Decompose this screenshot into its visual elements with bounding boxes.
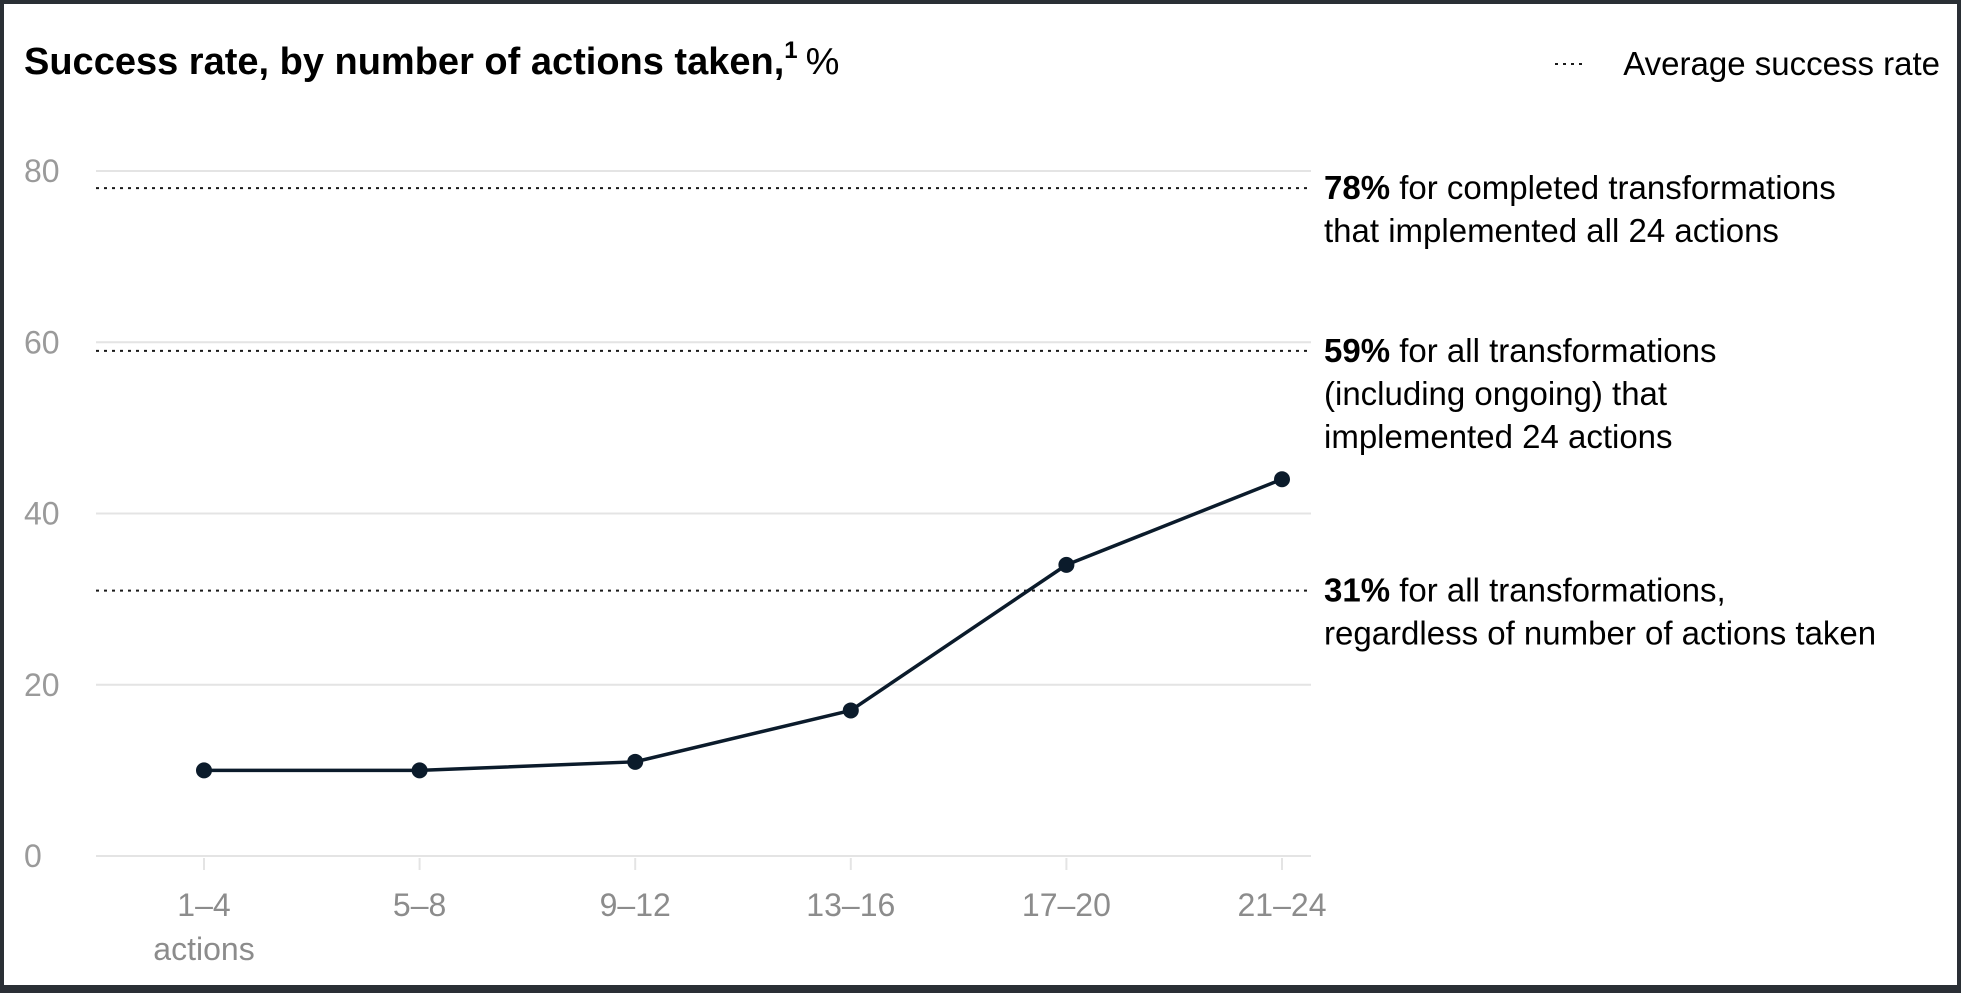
chart-title: Success rate, by number of actions taken…: [24, 37, 839, 83]
annotation-text: for completed transformations: [1390, 169, 1836, 206]
annotation-text: for all transformations: [1390, 332, 1716, 369]
legend-label: Average success rate: [1623, 45, 1940, 82]
average-reference-lines: 78% for completed transformations that im…: [96, 169, 1876, 652]
line-chart: Success rate, by number of actions taken…: [24, 37, 1940, 967]
data-point-9–12: [627, 753, 644, 770]
annotation-value: 31%: [1324, 572, 1390, 609]
annotation-line: 31% for all transformations,: [1324, 572, 1726, 609]
y-tick-label: 40: [24, 496, 60, 532]
legend: Average success rate: [1555, 45, 1940, 82]
x-tick-sublabel: actions: [153, 931, 254, 967]
y-tick-label: 20: [24, 667, 60, 703]
svg-text:Success rate, by number of act: Success rate, by number of actions taken…: [24, 37, 839, 83]
x-tick-label: 17–20: [1022, 887, 1111, 923]
title-footnote-marker: 1: [784, 37, 797, 64]
x-tick-label: 1–4: [177, 887, 230, 923]
y-tick-label: 60: [24, 324, 60, 360]
x-tick-label: 13–16: [806, 887, 895, 923]
x-tick-label: 21–24: [1238, 887, 1327, 923]
annotation-line: 78% for completed transformations: [1324, 169, 1836, 206]
annotation-line: (including ongoing) that: [1324, 375, 1667, 412]
x-tick-label: 5–8: [393, 887, 446, 923]
annotation-text: that implemented all 24 actions: [1324, 212, 1779, 249]
reference-annotation-31: 31% for all transformations, regardless o…: [1324, 572, 1876, 652]
annotation-line: 59% for all transformations: [1324, 332, 1717, 369]
y-axis-ticks: 0 20 40 60 80: [24, 153, 60, 874]
series-line: [204, 477, 1283, 773]
annotation-line: that implemented all 24 actions: [1324, 212, 1779, 249]
y-tick-label: 0: [24, 838, 42, 874]
chart-title-text: Success rate, by number of actions taken…: [24, 41, 784, 83]
x-tick-label: 9–12: [600, 887, 671, 923]
data-point-1–4: [196, 762, 212, 779]
data-point-21–24: [1274, 471, 1290, 488]
data-point-5–8: [411, 762, 428, 779]
reference-annotation-59: 59% for all transformations (including on…: [1324, 332, 1717, 455]
annotation-text: regardless of number of actions taken: [1324, 615, 1876, 652]
series-success-rate: [196, 471, 1290, 779]
data-point-13–16: [842, 702, 859, 719]
reference-annotation-78: 78% for completed transformations that im…: [1324, 169, 1836, 249]
annotation-value: 59%: [1324, 332, 1390, 369]
title-unit: %: [806, 41, 840, 83]
annotation-line: implemented 24 actions: [1324, 418, 1673, 455]
annotation-line: regardless of number of actions taken: [1324, 615, 1876, 652]
annotation-text: implemented 24 actions: [1324, 418, 1673, 455]
gridlines: [96, 170, 1311, 857]
annotation-value: 78%: [1324, 169, 1390, 206]
x-axis-ticks: 1–4 5–8 9–12 13–16 17–20 21–24 actions: [153, 858, 1326, 967]
annotation-text: (including ongoing) that: [1324, 375, 1667, 412]
annotation-text: for all transformations,: [1390, 572, 1726, 609]
data-point-17–20: [1058, 556, 1075, 573]
y-tick-label: 80: [24, 153, 60, 189]
